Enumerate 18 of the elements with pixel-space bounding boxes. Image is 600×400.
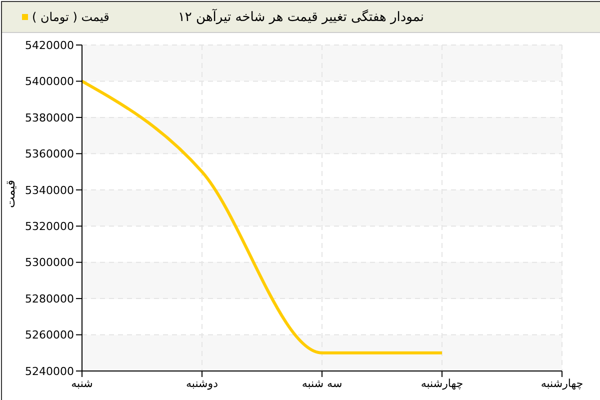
y-tick-label: 5260000 [25,328,74,342]
y-tick-label: 5400000 [25,75,74,88]
y-tick-label: 5420000 [25,38,74,52]
legend-label: قیمت ( تومان ) [32,10,110,24]
y-tick-label: 5300000 [25,256,74,270]
x-tick-label: چهارشنبه [420,376,464,390]
x-tick-label: دوشنبه [186,376,218,390]
y-tick-label: 5320000 [25,220,74,234]
y-tick-label: 5340000 [25,184,74,197]
y-axis-title: قیمت [3,180,18,208]
x-tick-label: چهارشنبه [540,376,584,390]
x-tick-label: شنبه [71,376,93,390]
y-tick-label: 5240000 [25,364,74,378]
y-tick-label: 5360000 [25,148,74,161]
x-tick-label: سه شنبه [302,376,342,390]
y-tick-label: 5280000 [25,292,74,306]
y-tick-label: 5380000 [25,111,74,124]
chart-title: نمودار هفتگی تغییر قیمت هر شاخه تیرآهن ۱۲ [178,10,424,24]
